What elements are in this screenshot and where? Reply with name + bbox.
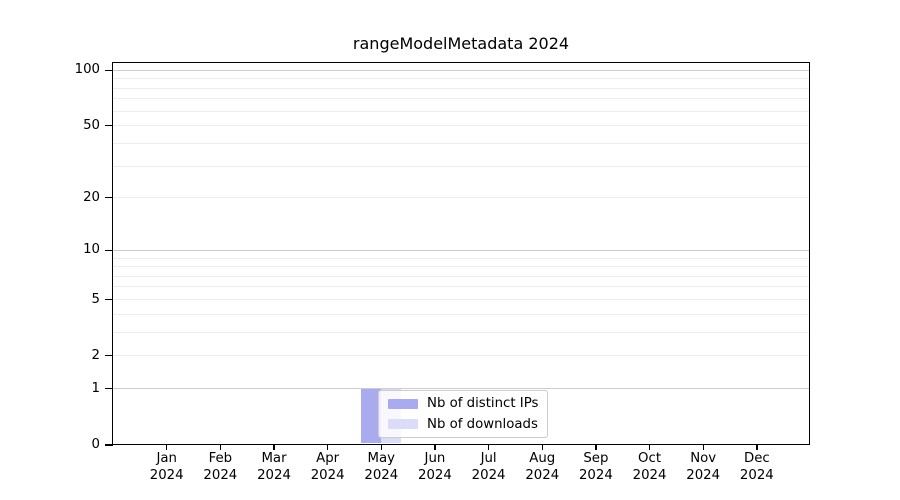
x-tick-label: Jul 2024 <box>471 451 506 483</box>
x-tick-mark <box>541 444 543 450</box>
gridline-minor <box>112 355 810 357</box>
gridline-major <box>112 249 810 251</box>
gridline-minor <box>112 299 810 300</box>
x-tick-label: Oct 2024 <box>632 451 667 483</box>
y-tick-label: 5 <box>91 291 100 307</box>
legend: Nb of distinct IPs Nb of downloads <box>378 390 548 438</box>
y-tick-label: 50 <box>83 117 100 133</box>
x-tick-mark <box>219 444 222 450</box>
gridline-minor <box>112 275 810 277</box>
x-tick-label: Sep 2024 <box>578 451 613 483</box>
chart-title: rangeModelMetadata 2024 <box>352 34 570 53</box>
gridline-minor <box>112 286 810 288</box>
gridline-minor <box>112 266 810 268</box>
x-tick-label: May 2024 <box>364 451 399 483</box>
legend-entry-distinct-ips: Nb of distinct IPs <box>388 395 538 413</box>
x-tick-label: Jan 2024 <box>149 451 184 483</box>
y-tick-mark <box>105 69 113 71</box>
y-tick-mark <box>105 388 113 390</box>
legend-label-distinct-ips: Nb of distinct IPs <box>427 396 539 412</box>
y-tick-mark <box>105 125 113 127</box>
bar-nb-of-distinct-ips <box>361 388 382 444</box>
x-tick-label: Jun 2024 <box>418 451 452 483</box>
y-tick-label: 0 <box>91 437 100 452</box>
x-tick-label: Nov 2024 <box>686 451 721 483</box>
gridline-minor <box>112 197 810 199</box>
y-tick-mark <box>105 249 113 251</box>
plot-area <box>112 62 810 445</box>
gridline-minor <box>112 87 810 89</box>
x-tick-mark <box>595 444 597 450</box>
gridline-minor <box>112 142 810 144</box>
legend-entry-downloads: Nb of downloads <box>388 416 538 434</box>
gridline-major <box>112 69 810 71</box>
x-tick-mark <box>756 444 758 450</box>
gridline-minor <box>112 313 810 315</box>
y-tick-label: 10 <box>83 242 100 258</box>
y-tick-mark <box>105 197 113 199</box>
gridline-minor <box>112 331 810 333</box>
gridline-minor <box>112 110 810 112</box>
x-tick-mark <box>434 444 436 450</box>
x-tick-label: Mar 2024 <box>257 451 291 483</box>
x-tick-label: Aug 2024 <box>525 451 560 483</box>
x-tick-label: Feb 2024 <box>203 451 238 483</box>
y-tick-label: 2 <box>91 347 100 363</box>
legend-label-downloads: Nb of downloads <box>427 416 538 432</box>
gridline-minor <box>112 98 810 100</box>
gridline-minor <box>112 125 810 127</box>
y-tick-label: 1 <box>91 380 100 396</box>
x-tick-mark <box>166 444 168 450</box>
x-tick-label: Apr 2024 <box>310 451 345 483</box>
x-tick-mark <box>380 444 382 450</box>
x-tick-mark <box>326 444 329 450</box>
x-tick-mark <box>648 444 651 450</box>
x-tick-mark <box>273 444 275 450</box>
gridline-minor <box>112 257 810 259</box>
legend-swatch-distinct-ips <box>388 398 418 409</box>
y-tick-mark <box>105 444 113 446</box>
y-tick-mark <box>105 298 113 301</box>
x-tick-label: Dec 2024 <box>739 451 774 483</box>
y-tick-label: 100 <box>74 62 100 78</box>
x-tick-mark <box>702 444 704 450</box>
gridline-major <box>112 388 810 390</box>
y-tick-mark <box>105 355 113 357</box>
gridline-minor <box>112 78 810 80</box>
x-tick-mark <box>487 444 490 450</box>
legend-swatch-downloads <box>388 419 418 430</box>
gridline-minor <box>112 165 810 167</box>
y-tick-label: 20 <box>83 189 100 205</box>
